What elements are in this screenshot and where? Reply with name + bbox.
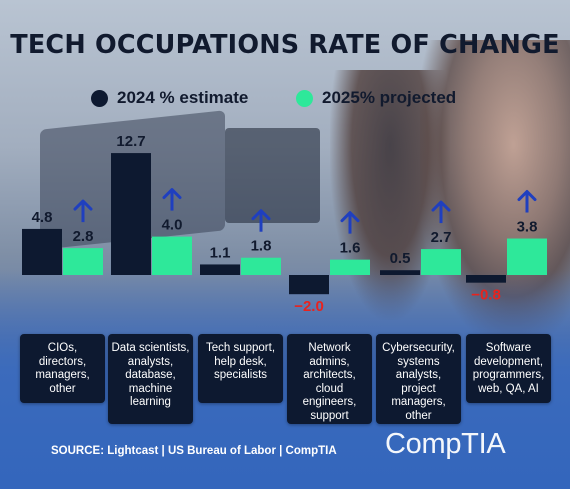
- category-box: Cybersecurity, systems analysts, project…: [376, 334, 461, 424]
- bar-2024: [380, 270, 420, 275]
- category-box: Data scientists, analysts, database, mac…: [108, 334, 193, 424]
- category-box: CIOs, directors, managers, other: [20, 334, 105, 403]
- data-label-2024: 4.8: [32, 209, 53, 226]
- data-label-2025: 2.8: [73, 228, 94, 245]
- legend-item-2024: 2024 % estimate: [91, 88, 248, 108]
- up-arrow-icon: [251, 209, 271, 232]
- legend-dot-icon: [296, 89, 313, 107]
- source-note: SOURCE: Lightcast | US Bureau of Labor |…: [51, 445, 337, 457]
- data-label-2024: −2.0: [294, 298, 324, 315]
- data-label-2024: 1.1: [210, 244, 231, 261]
- legend-label: 2025% projected: [322, 88, 457, 107]
- bar-2025: [330, 259, 370, 275]
- bar-2025: [421, 249, 461, 275]
- chart-title: TECH OCCUPATIONS RATE OF CHANGE: [10, 30, 560, 60]
- data-label-2025: 2.7: [431, 229, 452, 246]
- bar-2024: [466, 275, 506, 283]
- legend-dot-icon: [91, 89, 108, 107]
- category-box: Tech support, help desk, specialists: [198, 334, 283, 403]
- up-arrow-icon: [517, 190, 537, 213]
- data-label-2024: 12.7: [116, 133, 145, 150]
- background-photo-monitor: [225, 128, 320, 223]
- bar-2024: [289, 275, 329, 295]
- bar-2025: [241, 257, 281, 275]
- bar-2025: [63, 248, 103, 275]
- data-label-2024: −0.8: [471, 287, 501, 304]
- data-label-2025: 1.8: [251, 238, 272, 255]
- comptia-logo: CompTIA: [385, 428, 506, 460]
- bar-2024: [22, 228, 62, 275]
- category-box: Network admins, architects, cloud engine…: [287, 334, 372, 424]
- bar-2025: [507, 238, 547, 275]
- legend-item-2025: 2025% projected: [296, 88, 456, 108]
- bar-2025: [152, 236, 192, 275]
- bar-2024: [200, 264, 240, 275]
- data-label-2025: 4.0: [162, 217, 183, 234]
- legend-label: 2024 % estimate: [117, 88, 249, 107]
- up-arrow-icon: [431, 200, 451, 224]
- data-label-2025: 1.6: [340, 240, 361, 257]
- data-label-2025: 3.8: [517, 219, 538, 236]
- up-arrow-icon: [73, 199, 93, 223]
- up-arrow-icon: [162, 188, 182, 211]
- up-arrow-icon: [340, 211, 360, 234]
- category-box: Software development, programmers, web, …: [466, 334, 551, 403]
- data-label-2024: 0.5: [390, 250, 411, 267]
- bar-2024: [111, 153, 151, 275]
